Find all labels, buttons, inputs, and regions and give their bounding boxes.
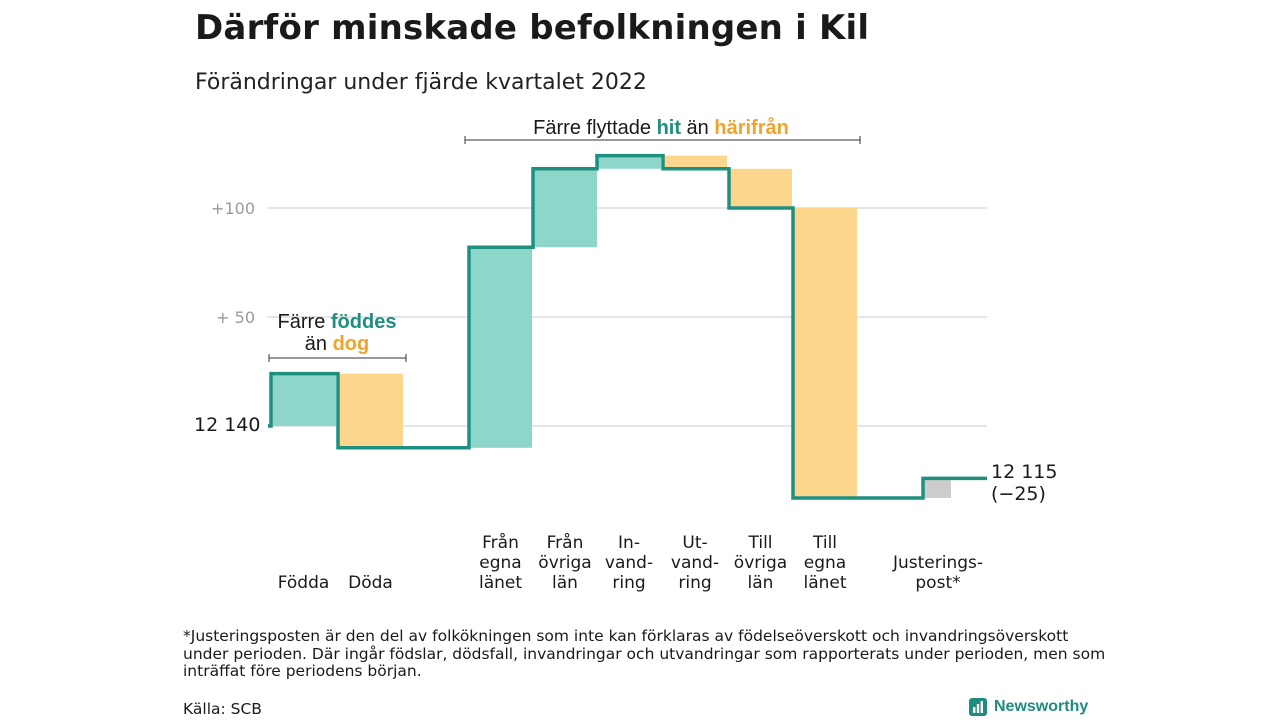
y-tick-label: +100 xyxy=(211,199,255,218)
newsworthy-logo-icon xyxy=(969,698,987,716)
step-line-group xyxy=(268,153,987,500)
births-highlight: föddes xyxy=(331,311,397,333)
category-label: Till egna länet xyxy=(803,533,846,593)
births-annotation: Färre föddes än dog xyxy=(268,311,407,362)
step-line xyxy=(268,153,987,500)
migration-annotation: Färre flyttade hit än härifrån xyxy=(464,116,861,144)
births-annotation-line2: än dog xyxy=(305,333,369,355)
migration-harifran-highlight: härifrån xyxy=(714,116,788,139)
migration-annotation-text: Färre flyttade hit än härifrån xyxy=(533,116,789,139)
bar xyxy=(271,373,336,426)
category-label: Födda xyxy=(278,573,330,593)
footnote: *Justeringsposten är den del av folkökni… xyxy=(183,627,1106,680)
bar xyxy=(729,168,792,208)
start-value-label: 12 140 xyxy=(194,414,260,436)
deaths-highlight: dog xyxy=(333,333,370,355)
category-label: In-vand-ring xyxy=(605,533,653,593)
y-tick-label: + 50 xyxy=(216,308,255,327)
newsworthy-logo: Newsworthy xyxy=(968,697,1088,717)
end-value-label: 12 115 xyxy=(991,461,1057,483)
bar xyxy=(533,168,597,248)
bars xyxy=(271,155,951,498)
waterfall-chart: + 50 +100 Födda Döda Från egna länet Från övrig… xyxy=(194,116,1057,593)
migration-hit-highlight: hit xyxy=(657,117,682,139)
category-label: Från övriga län xyxy=(538,532,591,593)
bar xyxy=(923,478,951,498)
category-labels: Födda Döda Från egna länet Från övriga län In-va… xyxy=(278,532,983,593)
end-change-label: (−25) xyxy=(991,483,1046,505)
bar xyxy=(793,208,857,498)
bar xyxy=(469,247,532,448)
births-annotation-line1: Färre föddes xyxy=(278,311,397,333)
category-label: Ut-vand-ring xyxy=(671,533,719,593)
chart-title: Därför minskade befolkningen i Kil xyxy=(195,8,870,48)
category-label: Till övriga län xyxy=(734,533,787,593)
newsworthy-logo-text: Newsworthy xyxy=(994,698,1089,715)
source-label: Källa: SCB xyxy=(183,700,262,718)
chart-subtitle: Förändringar under fjärde kvartalet 2022 xyxy=(195,70,647,95)
bar xyxy=(597,155,661,169)
bar xyxy=(338,373,403,448)
category-label: Justerings-post* xyxy=(892,553,983,593)
category-label: Döda xyxy=(348,573,393,593)
category-label: Från egna länet xyxy=(479,532,522,593)
bar xyxy=(663,155,727,169)
